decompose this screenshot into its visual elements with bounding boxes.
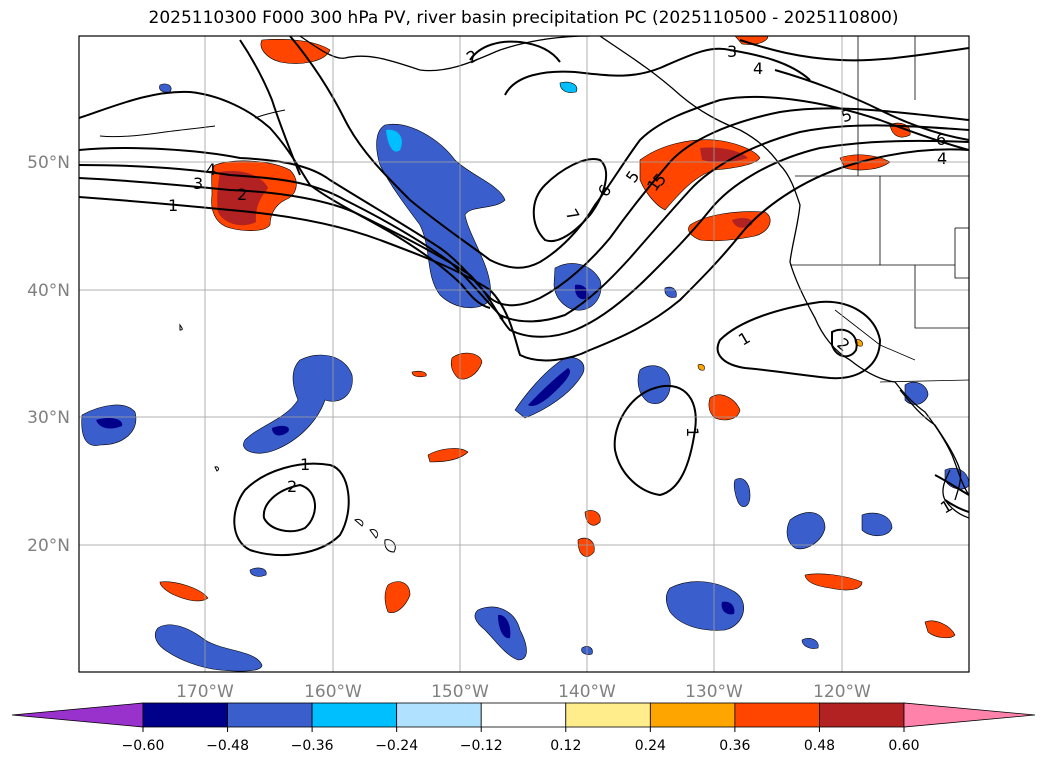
colorbar-bin — [480, 702, 567, 728]
map-title: 2025110300 F000 300 hPa PV, river basin … — [148, 8, 899, 28]
contour-label: 2 — [287, 477, 297, 496]
contour-label: 1 — [300, 455, 310, 474]
political-borders — [790, 36, 969, 383]
colorbar-bin — [311, 702, 398, 728]
colorbar-bin — [819, 702, 905, 728]
negative-anomalies — [81, 81, 969, 672]
colorbar-tick-label: −0.48 — [206, 738, 249, 754]
gridlines — [79, 36, 969, 672]
lat-label: 30°N — [27, 408, 70, 428]
contour-label: 1 — [683, 427, 702, 437]
lon-label: 150°W — [431, 682, 489, 702]
lon-label: 140°W — [558, 682, 616, 702]
colorbar-bin — [649, 702, 736, 728]
colorbar-tick-label: −0.36 — [291, 738, 334, 754]
contour-label: 4 — [937, 149, 947, 168]
map-frame — [78, 35, 970, 673]
colorbar-tick-label: −0.60 — [122, 738, 165, 754]
colorbar-ticks: −0.60 −0.48 −0.36 −0.24 −0.12 0.12 0.24 0.36 0.4… — [122, 727, 920, 754]
contour-label: 4 — [206, 160, 216, 179]
contour-label: 3 — [727, 42, 737, 61]
colorbar-tick-label: 0.48 — [804, 738, 835, 754]
lat-label: 20°N — [27, 536, 70, 556]
lon-label: 170°W — [176, 682, 234, 702]
contour-label: 2 — [237, 185, 247, 204]
latitude-labels: 50°N 40°N 30°N 20°N — [27, 153, 70, 556]
lon-label: 120°W — [813, 682, 871, 702]
colorbar-over-arrow — [903, 702, 1036, 728]
colorbar-tick-label: 0.24 — [635, 738, 666, 754]
contour-label: 6 — [936, 130, 946, 149]
colorbar-bin — [396, 702, 482, 728]
colorbar-bin — [565, 702, 651, 728]
lat-label: 50°N — [27, 153, 70, 173]
lat-label: 40°N — [27, 281, 70, 301]
contour-label: 1 — [168, 196, 178, 215]
map-frame-bg — [79, 36, 969, 672]
colorbar-under-arrow — [11, 702, 144, 728]
colorbar-bin — [227, 702, 313, 728]
longitude-labels: 170°W 160°W 150°W 140°W 130°W 120°W — [176, 682, 871, 702]
colorbar-bin — [734, 702, 820, 728]
colorbar-tick-label: 0.12 — [550, 738, 581, 754]
contour-label: 3 — [193, 174, 203, 193]
colorbar-tick-label: 0.36 — [719, 738, 750, 754]
contour-label: 4 — [753, 59, 763, 78]
colorbar-tick-label: 0.60 — [888, 738, 919, 754]
lon-label: 160°W — [304, 682, 362, 702]
colorbar — [11, 702, 1036, 728]
precip-anomaly-fields — [81, 36, 969, 672]
colorbar-tick-label: −0.24 — [375, 738, 418, 754]
lon-label: 130°W — [685, 682, 743, 702]
positive-anomalies — [159, 36, 956, 639]
colorbar-tick-label: −0.12 — [460, 738, 503, 754]
colorbar-bin — [142, 702, 228, 728]
